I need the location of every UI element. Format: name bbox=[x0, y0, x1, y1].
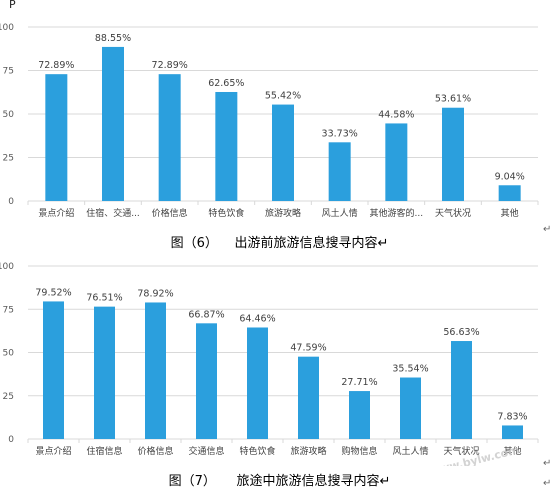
bar bbox=[498, 185, 521, 201]
category-label: 风土人情 bbox=[392, 445, 428, 457]
data-label: 44.58% bbox=[378, 109, 414, 120]
bar bbox=[349, 391, 370, 439]
category-label: 旅游攻略 bbox=[290, 445, 326, 457]
category-label: 价格信息 bbox=[152, 207, 188, 219]
category-label: 住宿信息 bbox=[86, 445, 122, 457]
data-label: 72.89% bbox=[152, 60, 188, 71]
data-label: 27.71% bbox=[341, 377, 377, 388]
category-label: 价格信息 bbox=[137, 445, 173, 457]
category-label: 风土人情 bbox=[322, 207, 358, 219]
figure-number: 图（6） bbox=[170, 236, 218, 251]
data-label: 72.89% bbox=[38, 60, 74, 71]
data-label: 62.65% bbox=[208, 78, 244, 89]
y-tick-label: 0 bbox=[8, 197, 14, 207]
data-label: 79.52% bbox=[35, 287, 71, 298]
data-label: 64.46% bbox=[239, 313, 275, 324]
bar bbox=[442, 107, 464, 201]
bar bbox=[158, 74, 181, 201]
data-label: 47.59% bbox=[290, 343, 326, 354]
figure-title: 旅途中旅游信息搜寻内容 bbox=[236, 474, 380, 489]
y-tick-label: 25 bbox=[3, 392, 14, 402]
figure-caption-7: 图（7） 旅途中旅游信息搜寻内容↵ bbox=[0, 470, 559, 489]
y-tick-label: 75 bbox=[3, 67, 14, 77]
y-tick-label: 50 bbox=[3, 349, 15, 359]
category-label: 购物信息 bbox=[341, 445, 377, 457]
category-label: 交通信息 bbox=[188, 445, 224, 457]
bar bbox=[385, 123, 408, 201]
y-tick-label: 50 bbox=[3, 110, 15, 120]
data-label: 35.54% bbox=[392, 364, 428, 375]
bar-chart-pre-trip: 0 25 50 75 100 72.89% 景点介绍 88.55% 住宿、交通... 72.89%… bbox=[0, 23, 539, 219]
data-label: 78.92% bbox=[137, 288, 173, 299]
category-label: 特色饮食 bbox=[208, 207, 244, 219]
data-label: 7.83% bbox=[497, 411, 527, 422]
figure-number: 图（7） bbox=[168, 474, 216, 489]
category-label: 天气状况 bbox=[435, 207, 471, 219]
y-tick-label: 100 bbox=[0, 23, 14, 33]
category-label: 其他游客的... bbox=[370, 207, 424, 219]
data-label: 56.63% bbox=[443, 327, 479, 338]
bar-chart-during-trip: 0 25 50 75 100 79.52% 景点介绍 76.51% 住宿信息 78.92% 价格信息… bbox=[0, 262, 539, 466]
category-label: 其他 bbox=[503, 445, 521, 457]
category-label: 景点介绍 bbox=[38, 207, 74, 219]
bar bbox=[298, 356, 319, 439]
category-label: 住宿、交通... bbox=[86, 207, 140, 219]
data-label: 76.51% bbox=[86, 293, 122, 304]
data-label: 55.42% bbox=[265, 91, 301, 102]
return-mark: ↵ bbox=[543, 478, 552, 489]
bar bbox=[247, 327, 268, 439]
data-label: 9.04% bbox=[495, 171, 525, 182]
data-label: 66.87% bbox=[188, 309, 224, 320]
bar bbox=[43, 301, 64, 439]
bar bbox=[102, 46, 124, 201]
bar bbox=[328, 142, 351, 201]
bar bbox=[45, 74, 68, 201]
category-label: 特色饮食 bbox=[239, 445, 275, 457]
return-mark: ↵ bbox=[543, 458, 552, 469]
bar bbox=[196, 323, 217, 439]
category-label: 景点介绍 bbox=[35, 445, 71, 457]
text-cursor-mark: P bbox=[9, 0, 16, 11]
data-label: 53.61% bbox=[435, 94, 471, 105]
data-label: 88.55% bbox=[95, 33, 131, 44]
y-tick-label: 0 bbox=[8, 435, 14, 445]
bar bbox=[145, 302, 166, 439]
category-label: 天气状况 bbox=[443, 445, 479, 457]
data-label: 33.73% bbox=[322, 128, 358, 139]
y-tick-label: 100 bbox=[0, 262, 14, 272]
return-mark: ↵ bbox=[377, 236, 389, 251]
bar bbox=[451, 341, 472, 439]
figure-title: 出游前旅游信息搜寻内容 bbox=[234, 236, 378, 251]
return-mark: ↵ bbox=[543, 224, 552, 235]
return-mark: ↵ bbox=[379, 474, 391, 489]
y-tick-label: 75 bbox=[3, 305, 14, 315]
bar bbox=[400, 377, 421, 439]
bar bbox=[502, 425, 523, 439]
category-label: 旅游攻略 bbox=[265, 207, 301, 219]
bar bbox=[94, 306, 115, 439]
category-label: 其他 bbox=[501, 207, 519, 219]
y-tick-label: 25 bbox=[3, 154, 14, 164]
bar bbox=[215, 91, 238, 201]
figure-caption-6: 图（6） 出游前旅游信息搜寻内容↵ bbox=[0, 232, 559, 251]
bar bbox=[272, 104, 294, 201]
